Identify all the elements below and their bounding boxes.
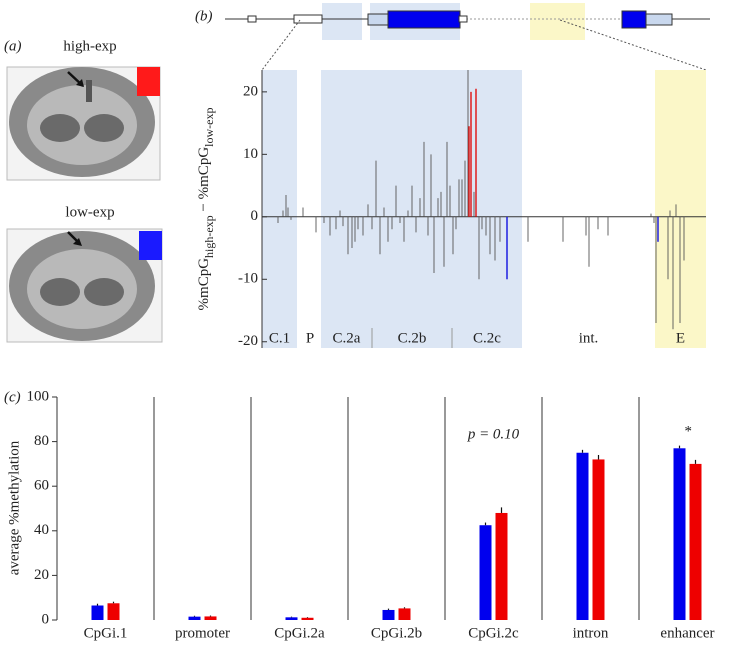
charts: C.1 P C.2a C.2b C.2c int. E -20 -10 0 10 20 %mCpGhig… [6,70,715,641]
region-label: int. [579,330,599,346]
y-axis-label: %mCpGhigh-exp − %mCpGlow-exp [196,108,215,311]
y-tick-label: 60 [34,478,49,494]
y-tick-label: -20 [238,333,258,349]
y-axis-label-part: %mCpG [196,258,212,311]
panel-label: (b) [195,8,213,24]
image-label: low-exp [65,204,114,220]
bar [301,617,314,620]
brain-image-high [6,66,161,181]
bar [204,616,217,620]
y-axis-label-part: high-exp [202,215,216,258]
region-band [452,70,522,348]
bar [382,609,395,620]
region-band [655,70,706,348]
bar [188,616,201,620]
bar [107,603,120,620]
panel-label: (c) [4,389,21,405]
y-axis-label-part: − %mCpG [196,147,212,216]
x-tick-label: CpGi.2b [371,625,422,641]
y-tick-label: 0 [42,611,50,627]
y-tick-label: -10 [238,271,258,287]
image-label: high-exp [63,38,116,54]
x-tick-label: intron [573,625,609,641]
x-tick-label: CpGi.1 [84,625,128,641]
y-tick-label: 10 [243,146,258,162]
bar [673,448,686,620]
y-axis-label: average %methylation [6,440,22,575]
annotation: p = 0.10 [467,426,520,442]
region-band [262,70,297,348]
y-tick-label: 40 [34,522,49,538]
region-label: C.2b [398,330,427,346]
y-tick-label: 20 [243,83,258,99]
y-tick-label: 100 [27,388,50,404]
bar [689,463,702,620]
x-tick-label: promoter [175,625,230,641]
region-label: C.1 [269,330,290,346]
y-tick-label: 0 [251,208,259,224]
bar [91,605,104,620]
x-tick-label: enhancer [660,625,714,641]
region-band [321,70,372,348]
bar [398,608,411,620]
panel-label: (a) [4,38,22,54]
region-label: C.2c [473,330,501,346]
y-tick-label: 20 [34,567,49,583]
y-tick-label: 80 [34,433,49,449]
bar [592,459,605,620]
region-label: C.2a [333,330,361,346]
x-tick-label: CpGi.2a [274,625,325,641]
bar [576,452,589,620]
bar [495,512,508,620]
region-label: E [676,330,685,346]
annotation: * [684,423,692,439]
gene-diagram [225,3,710,71]
bar [285,617,298,620]
bar [479,525,492,620]
y-axis-label-part: low-exp [202,108,216,147]
brain-image-low [6,228,163,343]
region-label: P [306,330,314,346]
x-tick-label: CpGi.2c [468,625,519,641]
